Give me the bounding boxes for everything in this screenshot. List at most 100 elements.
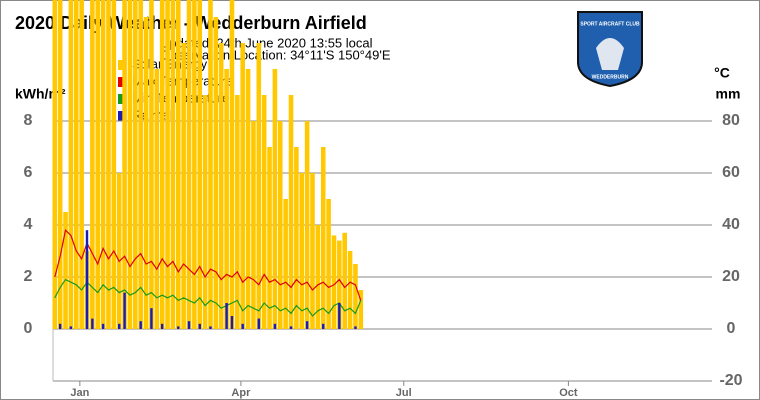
bar <box>304 121 310 329</box>
bar <box>63 212 68 329</box>
bar <box>225 303 228 329</box>
y-tick-label: 6 <box>24 164 33 181</box>
bar <box>58 323 62 329</box>
y2-axis-title: mm <box>716 86 741 102</box>
bar <box>85 230 89 329</box>
y2-tick-label: -20 <box>719 372 742 389</box>
y-tick-label: 0 <box>24 320 33 337</box>
bar <box>79 0 84 329</box>
bar <box>106 0 111 329</box>
bar <box>192 0 197 329</box>
legend-swatch <box>118 77 126 87</box>
bar <box>73 0 79 329</box>
bar <box>187 321 191 329</box>
bar <box>181 43 186 329</box>
bar <box>69 326 73 329</box>
y2-tick-label: 60 <box>722 164 740 181</box>
bar <box>229 0 235 329</box>
bar <box>150 308 153 329</box>
bar <box>342 232 347 329</box>
x-tick-label: Jul <box>396 387 412 399</box>
y-tick-label: 8 <box>24 112 33 129</box>
y2-tick-label: 40 <box>722 216 740 233</box>
bar <box>294 147 299 329</box>
x-tick-label: Apr <box>231 387 251 399</box>
bar <box>154 69 160 329</box>
y-tick-label: 2 <box>24 268 33 285</box>
bar <box>338 303 341 329</box>
bar <box>322 323 325 329</box>
legend-swatch <box>118 111 126 121</box>
bar <box>202 95 208 329</box>
bar <box>257 318 261 329</box>
legend-swatch <box>118 94 126 104</box>
bar <box>116 173 122 329</box>
logo-text: SPORT AIRCRAFT CLUB <box>580 21 640 27</box>
y2-tick-label: 0 <box>727 320 736 337</box>
bar <box>149 0 154 329</box>
logo-text: WEDDERBURN <box>592 74 629 80</box>
legend-swatch <box>118 60 126 70</box>
bar <box>267 147 272 329</box>
bar <box>138 0 143 329</box>
bar <box>165 0 170 329</box>
bar <box>175 0 181 329</box>
y2-axis-title: °C <box>714 65 730 81</box>
bar <box>159 0 165 329</box>
bar <box>177 326 180 329</box>
bar <box>283 199 288 329</box>
bar <box>358 290 364 329</box>
bar <box>100 0 106 329</box>
y2-tick-label: 20 <box>722 268 740 285</box>
bar <box>261 95 267 329</box>
logo-eagle <box>596 38 624 70</box>
bar <box>353 264 358 329</box>
bar <box>95 0 101 329</box>
bar <box>118 323 121 329</box>
bar <box>139 321 142 329</box>
bar <box>133 0 138 329</box>
subtitle: Updated: 24th June 2020 13:55 local <box>160 35 373 50</box>
bar <box>289 326 293 329</box>
bar <box>241 323 244 329</box>
bar <box>337 240 342 329</box>
bar <box>273 323 277 329</box>
bar <box>52 0 58 329</box>
bar <box>198 323 201 329</box>
bar <box>160 323 164 329</box>
bar <box>277 121 283 329</box>
bar <box>235 95 240 329</box>
bar <box>299 173 305 329</box>
bar <box>57 0 63 329</box>
line <box>54 278 362 317</box>
bar <box>224 69 229 329</box>
bar <box>320 147 326 329</box>
bar <box>208 0 213 329</box>
bar <box>240 43 245 329</box>
bar <box>213 17 219 329</box>
bar <box>315 225 321 329</box>
bar <box>272 69 278 329</box>
bar <box>101 323 105 329</box>
bar <box>127 0 133 329</box>
line <box>54 229 362 301</box>
bar <box>186 0 192 329</box>
bar <box>326 199 331 329</box>
bar <box>331 235 337 329</box>
bar <box>123 292 126 329</box>
x-tick-label: Jan <box>70 387 89 399</box>
bar <box>68 0 74 329</box>
bar <box>111 0 117 329</box>
x-tick-label: Oct <box>559 387 578 399</box>
bar <box>218 43 224 329</box>
bar <box>209 326 212 329</box>
bar <box>347 251 353 329</box>
bar <box>310 173 315 329</box>
bar <box>305 321 309 329</box>
bar <box>288 95 294 329</box>
bar <box>90 0 95 329</box>
y2-tick-label: 80 <box>722 112 740 129</box>
bar <box>170 0 176 329</box>
